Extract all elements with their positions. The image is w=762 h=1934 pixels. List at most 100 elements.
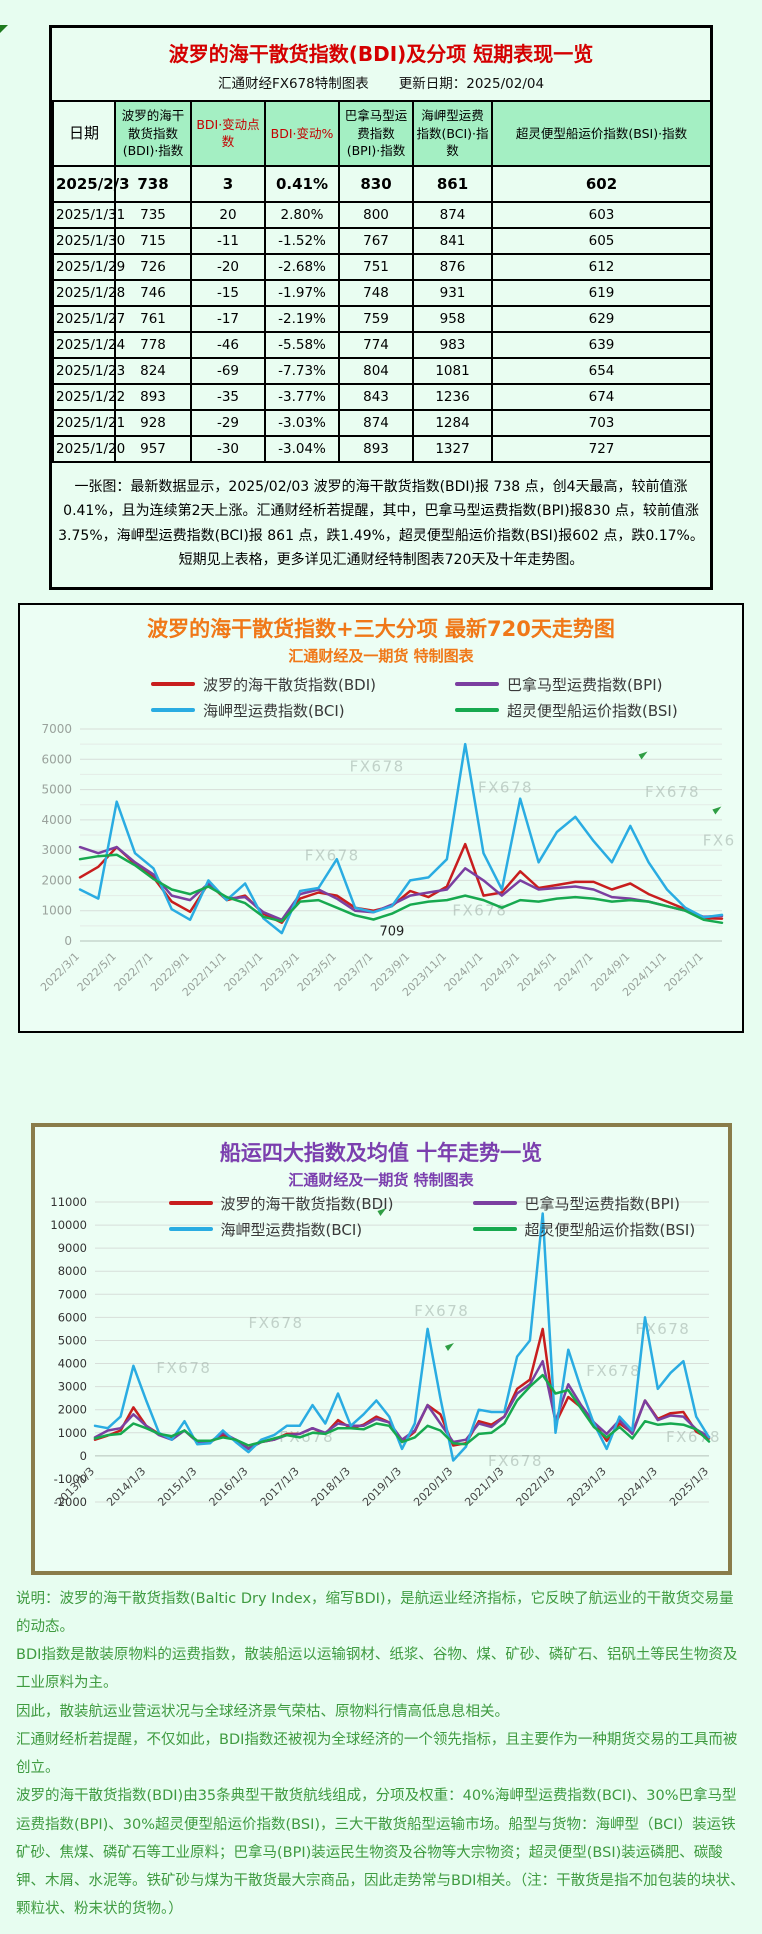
legend-item: 巴拿马型运费指数(BPI): [403, 1193, 699, 1214]
table-cell: 748: [338, 278, 414, 307]
table-cell: 1284: [412, 408, 493, 437]
table-cell: 861: [412, 164, 493, 203]
table-cell: 761: [114, 304, 192, 333]
table-cell: 843: [338, 382, 414, 411]
table-row: 2025/1/20 957 -30 -3.04% 893 1327 727: [52, 434, 712, 463]
table-cell: -69: [190, 356, 266, 385]
note-line: 波罗的海干散货指数(BDI)由35条典型干散货航线组成，分项及权重：40%海岬型…: [16, 1788, 745, 1918]
table-row: 2025/1/28 746 -15 -1.97% 748 931 619: [52, 278, 712, 307]
watermark: FX678: [156, 1359, 211, 1377]
table-cell: -17: [190, 304, 266, 333]
series-line: [78, 842, 724, 924]
column-header: BDI·变动点数: [190, 100, 266, 167]
table-cell: -1.97%: [264, 278, 340, 307]
ten-year-chart: -2000 -1000 0 1000 2000 3000 4000 5000 6000 7000 8…: [50, 1195, 719, 1509]
y-axis-label: 1000: [41, 903, 72, 917]
table-cell: 603: [491, 200, 712, 229]
x-axis-label: 2023/1/1: [221, 949, 265, 993]
x-axis-label: 2024/7/1: [552, 949, 596, 993]
table-cell: 893: [338, 434, 414, 463]
series-line: [93, 1211, 711, 1462]
ten-year-subtitle: 汇通财经及一期货 特制图表: [288, 1170, 474, 1189]
legend-label: 超灵便型船运价指数(BSI): [507, 701, 678, 720]
column-header: 巴拿马型运费指数(BPI)·指数: [338, 100, 414, 167]
table-cell: 674: [491, 382, 712, 411]
table-cell: -5.58%: [264, 330, 340, 359]
y-axis-label: 9000: [58, 1241, 87, 1255]
series-line: [93, 1373, 711, 1447]
trend-720-subtitle: 汇通财经及一期货 特制图表: [288, 646, 474, 665]
legend-swatch-icon: [168, 1227, 213, 1231]
table-cell: 2025/1/29: [52, 252, 125, 281]
legend-item: 超灵便型船运价指数(BSI): [385, 700, 681, 721]
x-axis-label: 2023/3/1: [258, 949, 302, 993]
x-axis-label: 2024/1/1: [441, 949, 485, 993]
table-cell: 876: [412, 252, 493, 281]
ten-year-chart-section: 船运四大指数及均值 十年走势一览 汇通财经及一期货 特制图表 波罗的海干散货指数…: [30, 1122, 732, 1575]
table-cell: -1.52%: [264, 226, 340, 255]
ten-year-legend: 波罗的海干散货指数(BDI) 巴拿马型运费指数(BPI) 海岬型运费指数(BCI) 超…: [99, 1193, 699, 1240]
legend-label: 海岬型运费指数(BCI): [203, 701, 345, 720]
legend-item: 超灵便型船运价指数(BSI): [403, 1219, 699, 1240]
table-summary: 一张图：最新数据显示，2025/02/03 波罗的海干散货指数(BDI)报 73…: [58, 478, 704, 569]
y-axis-label: 10000: [50, 1218, 87, 1232]
watermark: FX678: [703, 831, 736, 849]
column-header: 波罗的海干散货指数(BDI)·指数: [114, 100, 192, 167]
table-cell: 824: [114, 356, 192, 385]
table-cell: 20: [190, 200, 266, 229]
table-cell: 874: [412, 200, 493, 229]
table-cell: 2025/1/21: [52, 408, 125, 437]
table-cell: 958: [412, 304, 493, 333]
y-axis-label: 6000: [58, 1310, 87, 1324]
column-header: 日期: [52, 100, 116, 167]
corner-mark-icon: [0, 25, 8, 33]
y-axis-label: 0: [64, 934, 72, 948]
y-axis-label: 4000: [41, 812, 72, 826]
table-row: 2025/1/31 735 20 2.80% 800 874 603: [52, 200, 712, 229]
table-source: 汇通财经FX678特制图表: [217, 76, 369, 92]
legend-label: 巴拿马型运费指数(BPI): [524, 1194, 680, 1213]
table-cell: 602: [491, 164, 712, 203]
table-cell: 983: [412, 330, 493, 359]
watermark: FX678: [305, 846, 360, 864]
table-cell: 957: [114, 434, 192, 463]
x-axis-label: 2023/7/1: [331, 949, 375, 993]
table-cell: 2025/1/23: [52, 356, 125, 385]
table-cell: 804: [338, 356, 414, 385]
y-axis-label: 7000: [41, 723, 72, 736]
x-axis-label: 2022/7/1: [111, 949, 155, 993]
y-axis-label: 6000: [41, 752, 72, 766]
table-cell: -3.04%: [264, 434, 340, 463]
note-line: BDI指数是散装原物料的运费指数，散装船运以运输钢材、纸浆、谷物、煤、矿砂、磷矿…: [16, 1647, 738, 1692]
table-row: 2025/1/30 715 -11 -1.52% 767 841 605: [52, 226, 712, 255]
table-cell: 612: [491, 252, 712, 281]
y-axis-label: 5000: [58, 1333, 87, 1347]
legend-item: 波罗的海干散货指数(BDI): [99, 1193, 395, 1214]
table-cell: -2.19%: [264, 304, 340, 333]
watermark: FX678: [414, 1302, 469, 1320]
y-axis-label: -1000: [54, 1471, 87, 1485]
table-cell: 2025/1/22: [52, 382, 125, 411]
trend-720-legend: 波罗的海干散货指数(BDI) 巴拿马型运费指数(BPI) 海岬型运费指数(BCI) 超…: [81, 674, 681, 721]
legend-item: 巴拿马型运费指数(BPI): [385, 674, 681, 695]
data-label: 709: [379, 924, 404, 939]
table-row: 2025/1/29 726 -20 -2.68% 751 876 612: [52, 252, 712, 281]
cursor-mark-icon: [444, 1342, 454, 1351]
table-cell: -11: [190, 226, 266, 255]
table-row: 2025/2/3 738 3 0.41% 830 861 602: [52, 164, 712, 203]
table-cell: -3.03%: [264, 408, 340, 437]
table-cell: 735: [114, 200, 192, 229]
cursor-mark-icon: [712, 806, 722, 815]
y-axis-label: 4000: [58, 1356, 87, 1370]
watermark: FX678: [586, 1362, 641, 1380]
cursor-mark-icon: [638, 750, 648, 759]
table-cell: 2025/1/27: [52, 304, 125, 333]
table-cell: 727: [491, 434, 712, 463]
table-cell: -2.68%: [264, 252, 340, 281]
series-line: [78, 845, 724, 921]
legend-swatch-icon: [455, 682, 499, 686]
legend-swatch-icon: [455, 708, 499, 712]
y-axis-label: 3000: [41, 843, 72, 857]
legend-label: 波罗的海干散货指数(BDI): [220, 1194, 394, 1213]
table-row: 2025/1/27 761 -17 -2.19% 759 958 629: [52, 304, 712, 333]
